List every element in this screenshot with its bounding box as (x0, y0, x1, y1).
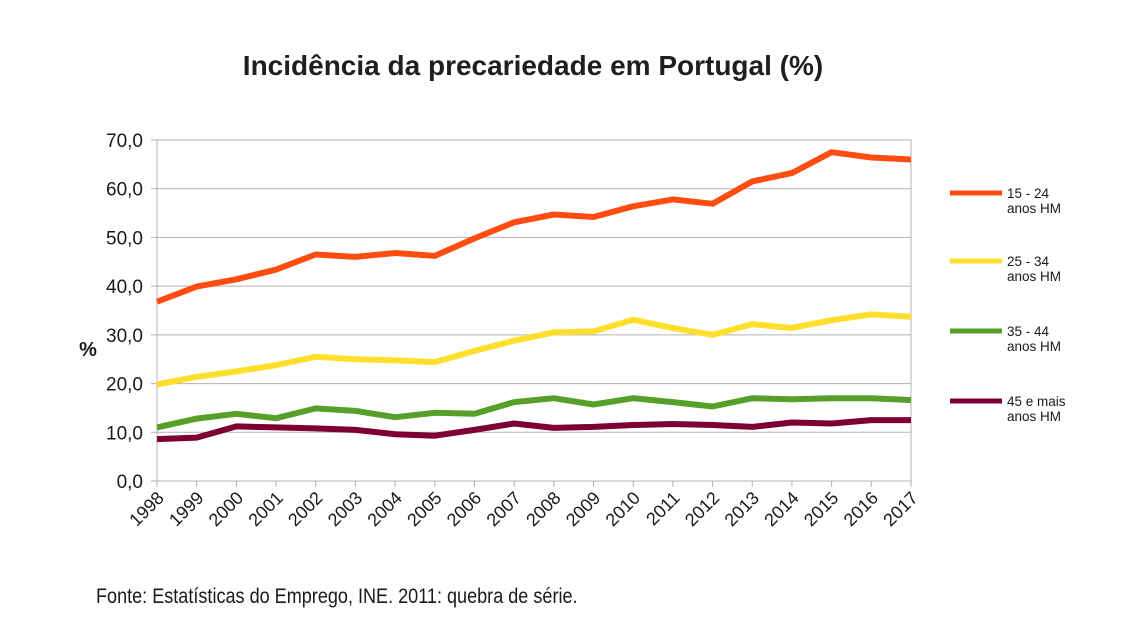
x-tick-label: 2012 (681, 488, 723, 530)
x-tick-label: 2003 (324, 488, 366, 530)
x-tick-label: 2010 (602, 488, 644, 530)
y-tick-labels: 0,0 10,0 20,0 30,0 40,0 50,0 60,0 70,0 (106, 131, 143, 493)
x-tick-label: 2014 (760, 488, 802, 530)
y-tick-label: 0,0 (117, 472, 143, 493)
x-tick-label: 2005 (403, 488, 445, 530)
x-tick-label: 2007 (483, 488, 525, 530)
legend-label: anos HM (1007, 339, 1061, 354)
x-tick-label: 2013 (721, 488, 763, 530)
y-axis-label: % (79, 339, 97, 361)
x-tick-label: 2001 (244, 488, 286, 530)
y-tick-label: 40,0 (106, 277, 143, 298)
legend-label: 35 - 44 (1007, 324, 1050, 339)
legend-label: 15 - 24 (1007, 186, 1050, 201)
legend-label: 45 e mais (1007, 394, 1066, 409)
x-tick-label: 2006 (443, 488, 485, 530)
x-tick-label: 2011 (642, 488, 684, 530)
legend-label: anos HM (1007, 409, 1061, 424)
plot-frame (156, 139, 912, 482)
y-tick-label: 30,0 (106, 326, 143, 347)
y-tick-label: 50,0 (106, 228, 143, 249)
x-tick-label: 2004 (363, 488, 405, 530)
chart-title: Incidência da precariedade em Portugal (… (242, 50, 824, 81)
x-tick-label: 1999 (165, 488, 207, 530)
legend-label: 25 - 34 (1007, 254, 1050, 269)
gridlines (157, 139, 911, 433)
x-tick-label: 2009 (562, 488, 604, 530)
series-lines (155, 149, 912, 443)
x-tick-label: 2002 (284, 488, 326, 530)
series-line-4 (156, 417, 911, 443)
y-tick-label: 20,0 (106, 375, 143, 396)
x-tick-labels: 1998199920002001200220032004200520062007… (125, 488, 921, 530)
series-line-2 (156, 311, 912, 388)
x-tick-label: 1998 (125, 488, 167, 530)
x-tick-label: 2015 (800, 488, 842, 530)
x-tick-label: 2000 (205, 488, 247, 530)
y-tick-label: 70,0 (106, 131, 143, 152)
y-tick-label: 10,0 (106, 423, 143, 444)
x-tick-label: 2017 (879, 488, 921, 530)
x-tick-label: 2008 (522, 488, 564, 530)
series-line-1 (155, 149, 912, 305)
source-note: Fonte: Estatísticas do Emprego, INE. 201… (96, 585, 578, 608)
series-line-3 (156, 395, 912, 431)
legend-label: anos HM (1007, 201, 1061, 216)
x-tick-label: 2016 (840, 488, 882, 530)
legend-label: anos HM (1007, 269, 1061, 284)
y-tick-label: 60,0 (106, 180, 143, 201)
axes (151, 139, 912, 487)
